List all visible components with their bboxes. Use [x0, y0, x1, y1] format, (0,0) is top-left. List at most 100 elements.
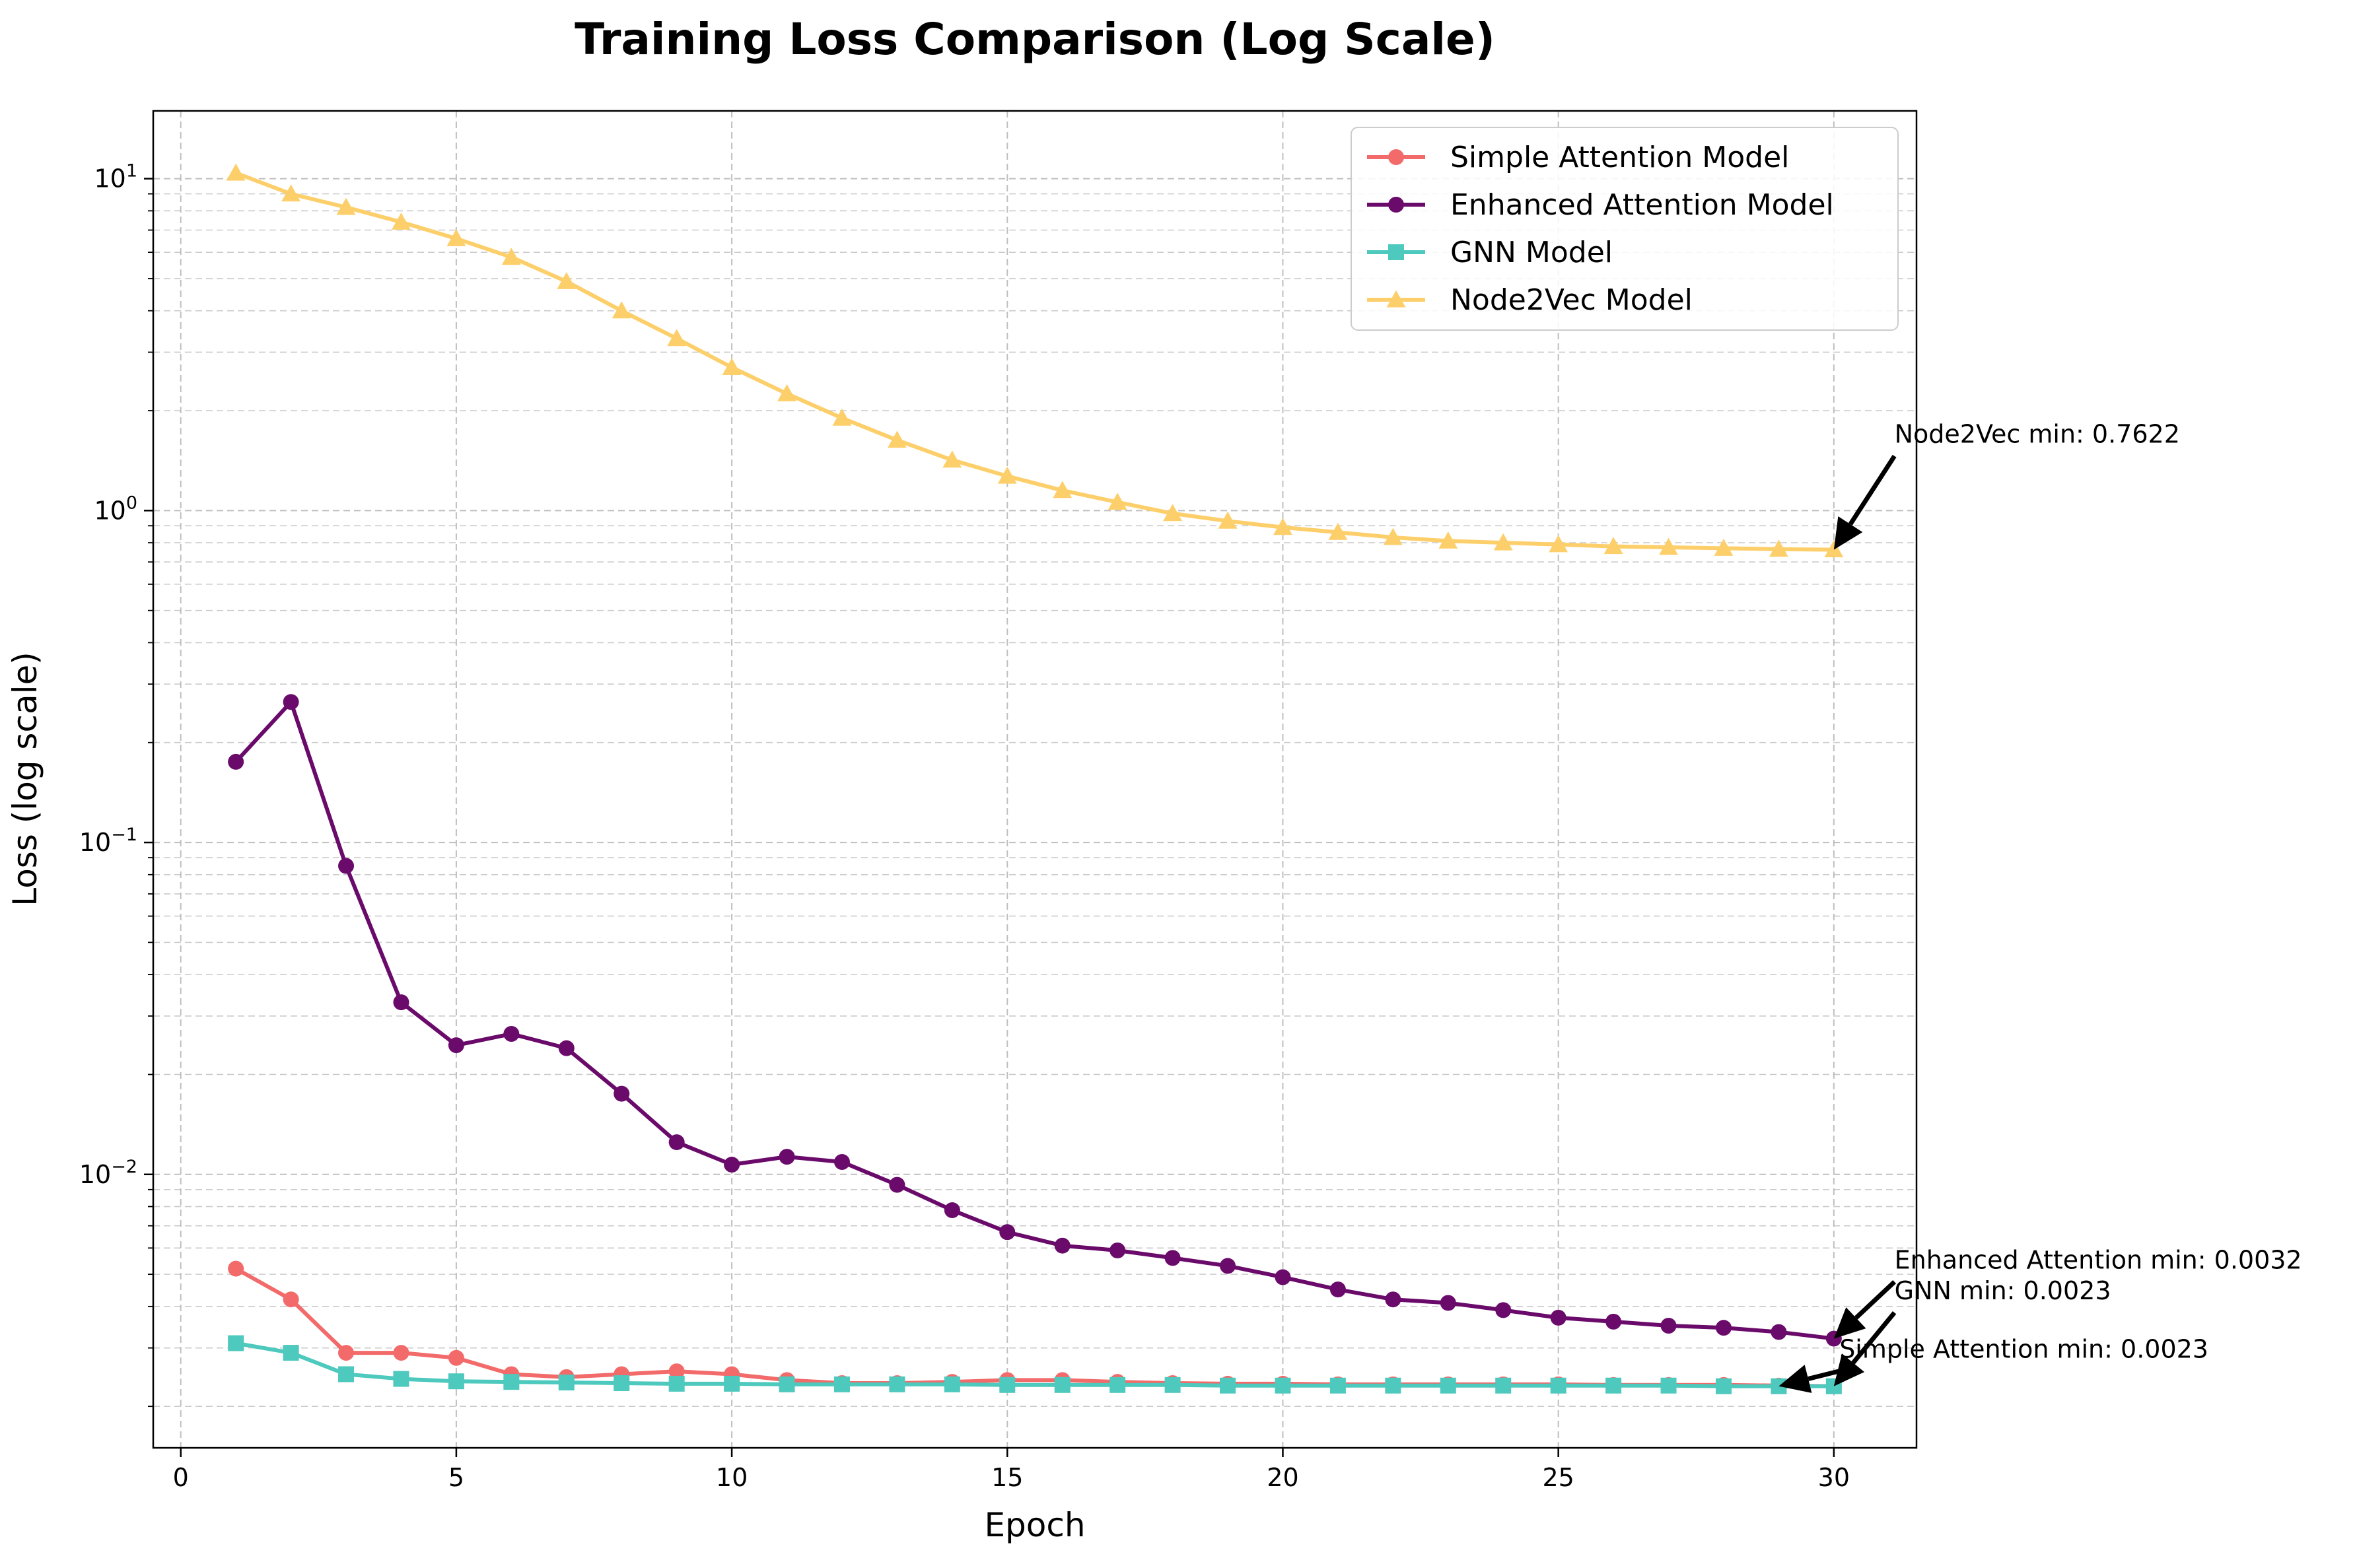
- data-point-triangle: [1273, 518, 1292, 535]
- y-axis-label: Loss (log scale): [6, 652, 44, 906]
- data-point-triangle: [501, 248, 521, 265]
- annotation-arrow-shaft: [1854, 1280, 1897, 1320]
- data-point-square: [1164, 1377, 1181, 1393]
- legend-label: Simple Attention Model: [1450, 141, 1789, 174]
- annotation-arrow-head: [1778, 1365, 1812, 1393]
- legend: Simple Attention Model Enhanced Attention…: [1351, 127, 1899, 331]
- data-point-triangle: [1386, 290, 1406, 308]
- data-point-triangle: [1493, 533, 1513, 551]
- annotation-arrow-shaft: [1851, 1311, 1897, 1365]
- data-point-square: [558, 1375, 575, 1391]
- data-point-square: [503, 1374, 520, 1390]
- chart-title: Training Loss Comparison (Log Scale): [575, 14, 1495, 65]
- data-point: [1388, 149, 1404, 165]
- annotation-arrow-head: [1833, 516, 1863, 550]
- data-point-square: [724, 1375, 740, 1392]
- data-point-square: [338, 1366, 355, 1382]
- data-point-square: [1550, 1377, 1566, 1394]
- data-point-square: [1660, 1377, 1677, 1394]
- data-point-triangle: [1328, 522, 1348, 540]
- data-point: [393, 994, 409, 1011]
- data-point-square: [1275, 1377, 1291, 1394]
- data-point-triangle: [1824, 540, 1844, 558]
- data-point-triangle: [1714, 539, 1734, 556]
- x-tick-label: 15: [991, 1463, 1023, 1492]
- series-line: [234, 700, 1835, 1341]
- x-tick-label: 30: [1818, 1463, 1850, 1492]
- data-point-triangle: [997, 466, 1017, 484]
- x-tick-label: 10: [716, 1463, 748, 1492]
- data-point-triangle: [1218, 511, 1238, 529]
- data-point-triangle: [888, 430, 907, 448]
- data-point-triangle: [446, 228, 466, 246]
- annotation: Enhanced Attention min: 0.0032: [1833, 1246, 2302, 1339]
- data-point-square: [1385, 1377, 1401, 1394]
- legend-label: Node2Vec Model: [1450, 283, 1693, 317]
- data-point-square: [1054, 1377, 1071, 1393]
- data-point-square: [668, 1375, 685, 1392]
- data-point-square: [283, 1345, 299, 1361]
- data-point-triangle: [722, 358, 742, 376]
- legend-label: Enhanced Attention Model: [1450, 188, 1834, 222]
- x-tick-label: 20: [1267, 1463, 1298, 1492]
- y-axis: 10−2 10−1 100 101: [79, 161, 153, 1408]
- data-point: [833, 1153, 850, 1170]
- data-point-square: [889, 1376, 905, 1392]
- legend-item: Enhanced Attention Model: [1367, 188, 1834, 222]
- data-point: [558, 1040, 575, 1056]
- y-tick-label: 10−1: [79, 825, 137, 857]
- data-point: [228, 1260, 244, 1277]
- data-point-square: [1605, 1377, 1622, 1394]
- series-layer: [226, 163, 1844, 1394]
- data-point-triangle: [777, 384, 796, 401]
- data-point: [1550, 1309, 1566, 1326]
- data-point-square: [228, 1335, 244, 1351]
- data-point-triangle: [226, 163, 246, 181]
- data-point: [1660, 1318, 1677, 1334]
- data-point: [1275, 1269, 1291, 1285]
- data-point: [999, 1224, 1016, 1241]
- annotation-arrow-shaft: [1808, 1369, 1841, 1381]
- data-point: [1495, 1302, 1512, 1318]
- data-point: [668, 1363, 685, 1380]
- data-point-triangle: [557, 271, 577, 289]
- data-point-square: [448, 1373, 464, 1390]
- data-point-square: [1495, 1377, 1512, 1394]
- data-point: [1329, 1281, 1346, 1298]
- data-point: [1388, 197, 1404, 213]
- data-point: [503, 1026, 520, 1042]
- data-point: [1771, 1324, 1787, 1340]
- data-point-triangle: [1163, 504, 1182, 522]
- data-point-square: [393, 1371, 409, 1387]
- data-point-triangle: [1053, 481, 1073, 498]
- x-tick-label: 5: [448, 1463, 464, 1492]
- data-point: [1715, 1320, 1732, 1336]
- data-point-triangle: [1769, 539, 1788, 557]
- data-point-square: [614, 1375, 630, 1391]
- data-point: [448, 1037, 464, 1054]
- data-point: [283, 1291, 299, 1308]
- data-point: [393, 1345, 409, 1361]
- data-point: [1164, 1250, 1181, 1266]
- data-point: [283, 694, 299, 710]
- data-point-triangle: [392, 212, 411, 230]
- data-point-triangle: [336, 197, 356, 215]
- data-point: [1605, 1313, 1622, 1330]
- data-point-triangle: [1438, 531, 1458, 549]
- annotation-arrow-head: [1833, 1307, 1866, 1339]
- data-point-square: [1220, 1377, 1236, 1394]
- data-point: [614, 1085, 630, 1102]
- series-line: [235, 1341, 1834, 1388]
- data-point: [1440, 1295, 1456, 1311]
- plot-frame: [152, 110, 1918, 1449]
- data-point: [724, 1157, 740, 1173]
- legend-item: Node2Vec Model: [1367, 283, 1693, 317]
- annotation-arrow-shaft: [1848, 454, 1897, 526]
- data-point: [228, 753, 244, 770]
- annotation: GNN min: 0.0023: [1833, 1276, 2111, 1386]
- annotation: Simple Attention min: 0.0023: [1778, 1335, 2208, 1393]
- annotation-text: Simple Attention min: 0.0023: [1839, 1335, 2208, 1364]
- data-point-triangle: [942, 450, 962, 468]
